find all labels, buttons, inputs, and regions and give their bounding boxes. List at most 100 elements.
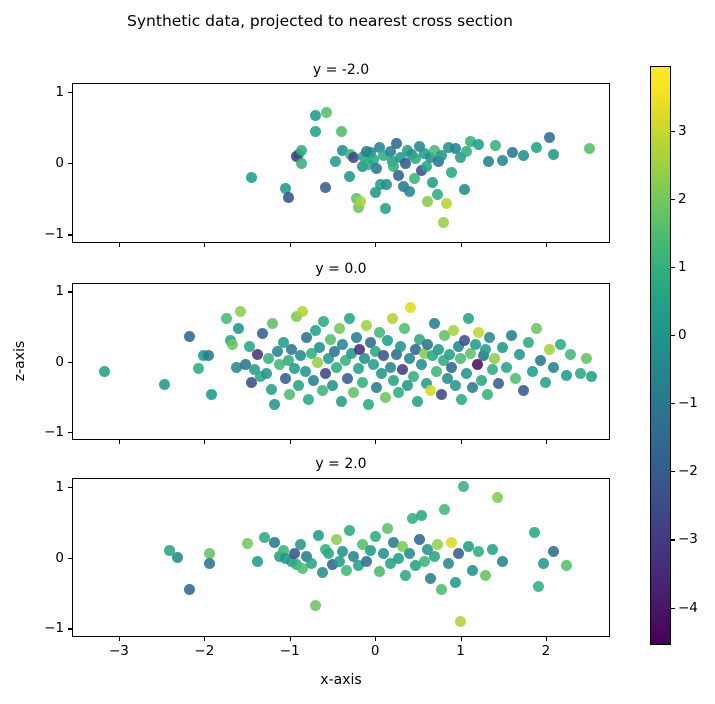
scatter-point: [362, 398, 374, 410]
y-tick-mark: [68, 291, 72, 293]
scatter-point: [490, 139, 502, 151]
scatter-point: [248, 364, 260, 376]
scatter-point: [388, 161, 400, 173]
scatter-point: [382, 335, 394, 347]
scatter-point: [254, 371, 266, 383]
scatter-point: [424, 151, 436, 163]
scatter-point: [274, 550, 286, 562]
scatter-point: [326, 559, 338, 570]
scatter-point: [288, 548, 300, 560]
scatter-point: [480, 343, 492, 355]
scatter-point: [429, 317, 441, 329]
scatter-point: [446, 167, 458, 179]
scatter-point: [422, 543, 434, 555]
scatter-point: [322, 352, 334, 364]
scatter-point: [439, 329, 451, 341]
scatter-point: [539, 376, 551, 388]
scatter-point: [431, 189, 443, 201]
scatter-point: [313, 529, 325, 541]
scatter-point: [399, 322, 411, 334]
scatter-point: [396, 541, 408, 553]
scatter-point: [454, 151, 466, 163]
x-tick-mark: [289, 637, 291, 641]
scatter-point: [243, 340, 255, 352]
scatter-point: [454, 616, 466, 628]
y-tick-label: 0: [55, 353, 64, 370]
y-tick-mark: [68, 628, 72, 630]
scatter-point: [452, 340, 464, 352]
x-tick-mark: [118, 440, 121, 444]
scatter-point: [481, 389, 493, 401]
scatter-point: [473, 139, 485, 151]
scatter-point: [246, 171, 258, 183]
scatter-point: [429, 144, 441, 156]
scatter-point: [252, 349, 264, 361]
scatter-point: [444, 349, 456, 361]
scatter-point: [393, 387, 405, 399]
subplot-1-axes[interactable]: [72, 83, 610, 243]
scatter-point: [469, 338, 481, 350]
subplot-2-axes[interactable]: [72, 283, 610, 440]
scatter-point: [529, 527, 541, 539]
y-tick-mark: [68, 361, 72, 363]
scatter-point: [333, 555, 345, 567]
scatter-point: [583, 143, 595, 155]
scatter-point: [265, 383, 277, 395]
scatter-point: [518, 150, 530, 162]
x-tick-mark: [118, 637, 121, 641]
scatter-point: [345, 347, 357, 359]
scatter-point: [337, 546, 349, 558]
scatter-point: [482, 156, 494, 168]
colorbar-tick-mark: [671, 130, 675, 132]
scatter-point: [461, 368, 473, 380]
scatter-point: [337, 338, 349, 350]
scatter-point: [416, 359, 428, 371]
scatter-point: [548, 546, 560, 558]
scatter-point: [252, 555, 264, 567]
scatter-point: [282, 192, 294, 204]
scatter-point: [269, 398, 281, 410]
scatter-point: [433, 156, 445, 168]
scatter-point: [386, 313, 398, 325]
scatter-point: [282, 354, 294, 366]
scatter-point: [484, 331, 496, 343]
scatter-point: [403, 185, 415, 197]
scatter-point: [376, 368, 388, 380]
x-tick-label: 2: [541, 643, 551, 659]
scatter-point: [311, 357, 323, 369]
colorbar[interactable]: [650, 66, 671, 645]
scatter-point: [280, 553, 292, 565]
scatter-point: [384, 557, 396, 569]
scatter-point: [220, 313, 232, 325]
scatter-point: [325, 333, 337, 345]
scatter-point: [471, 359, 483, 371]
scatter-point: [522, 336, 534, 348]
scatter-point: [379, 202, 391, 214]
colorbar-tick-label: 2: [678, 190, 687, 207]
x-tick-mark: [204, 637, 206, 641]
scatter-point: [316, 385, 328, 397]
scatter-point: [456, 394, 468, 406]
scatter-point: [467, 564, 479, 576]
scatter-point: [362, 158, 374, 170]
colorbar-tick-label: 0: [678, 327, 687, 344]
scatter-point: [478, 350, 490, 362]
scatter-point: [308, 375, 320, 387]
scatter-point: [258, 532, 270, 544]
x-tick-mark: [545, 637, 548, 641]
x-tick-mark: [545, 243, 548, 247]
scatter-point: [321, 106, 333, 118]
scatter-point: [497, 154, 509, 166]
scatter-point: [518, 385, 530, 397]
scatter-point: [555, 338, 566, 350]
colorbar-tick-mark: [671, 403, 675, 405]
scatter-point: [352, 560, 364, 572]
subplot-3-axes[interactable]: [72, 478, 610, 637]
colorbar-tick-mark: [671, 471, 675, 473]
scatter-point: [384, 145, 396, 157]
x-tick-mark: [460, 243, 462, 247]
scatter-point: [328, 345, 340, 357]
scatter-point: [320, 368, 332, 380]
scatter-point: [458, 335, 470, 347]
scatter-point: [505, 329, 517, 341]
